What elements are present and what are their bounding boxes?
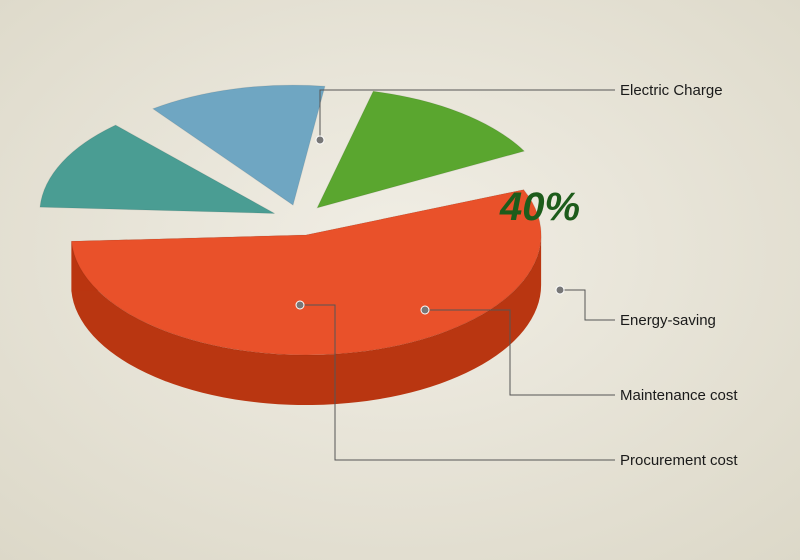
callout-energy: 40% xyxy=(499,185,580,229)
label-maintenance: Maintenance cost xyxy=(620,387,738,404)
pin-maintenance xyxy=(421,306,429,314)
pie-chart-3d: Electric Charge Energy-saving 40% Maintenan… xyxy=(0,0,800,560)
pin-procurement xyxy=(296,301,304,309)
label-procurement: Procurement cost xyxy=(620,452,738,469)
pin-electric xyxy=(316,136,324,144)
label-electric: Electric Charge xyxy=(620,82,723,99)
label-energy: Energy-saving xyxy=(620,312,716,329)
pin-energy xyxy=(556,286,564,294)
